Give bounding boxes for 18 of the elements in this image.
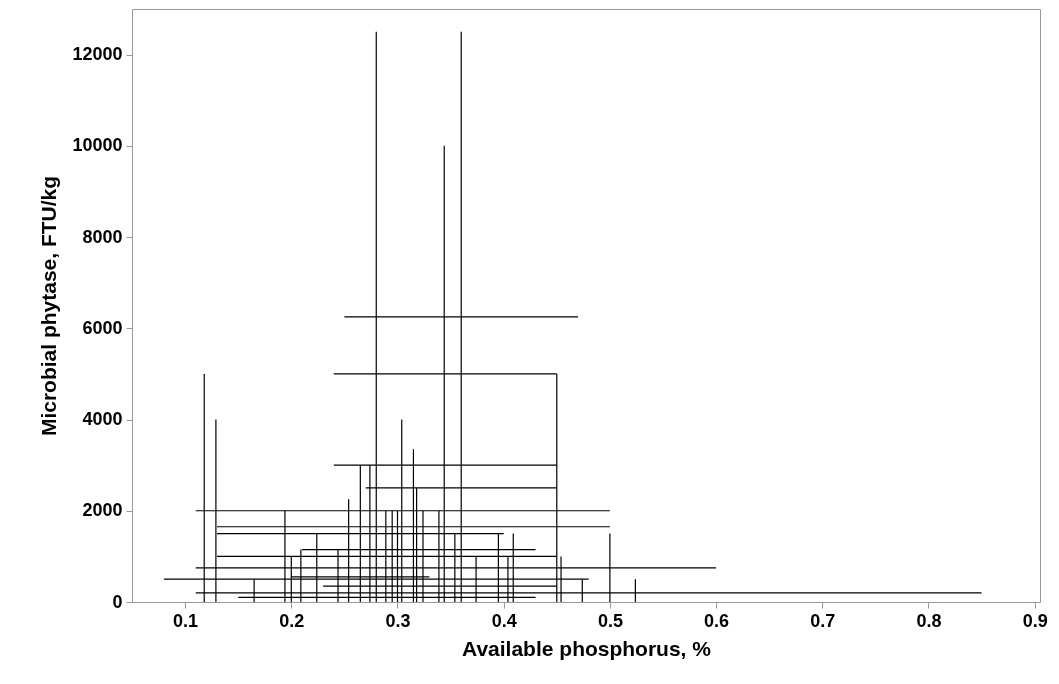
y-tick-label: 4000 (82, 409, 123, 430)
y-tick-label: 10000 (72, 135, 123, 156)
x-tick-label: 0.8 (916, 610, 942, 631)
y-tick-label: 2000 (82, 500, 123, 521)
y-tick-label: 12000 (72, 44, 123, 65)
x-tick-label: 0.7 (810, 610, 836, 631)
y-tick-label: 6000 (82, 317, 123, 338)
x-tick-label: 0.4 (491, 610, 517, 631)
x-tick-label: 0.2 (279, 610, 305, 631)
x-tick-label: 0.6 (704, 610, 730, 631)
y-tick-label: 8000 (82, 226, 123, 247)
x-axis-title: Available phosphorus, % (462, 636, 712, 660)
x-tick-label: 0.5 (597, 610, 623, 631)
x-tick-label: 0.9 (1022, 610, 1048, 631)
y-tick-label: 0 (112, 591, 123, 612)
x-tick-label: 0.1 (173, 610, 199, 631)
x-tick-label: 0.3 (385, 610, 411, 631)
y-axis-title: Microbial phytase, FTU/kg (37, 175, 61, 437)
